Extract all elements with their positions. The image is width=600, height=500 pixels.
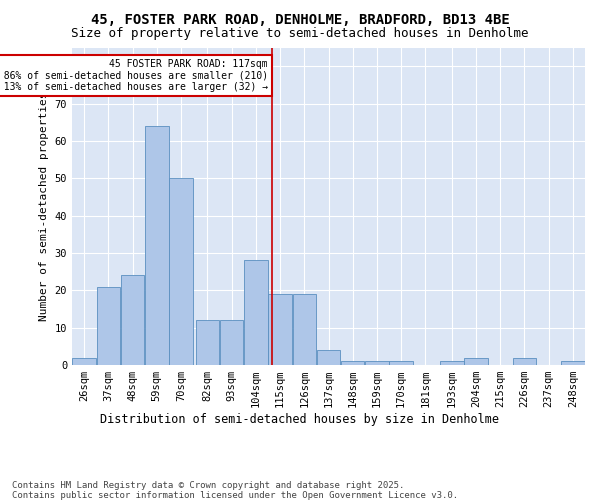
Bar <box>464 358 488 365</box>
Bar <box>121 276 145 365</box>
Y-axis label: Number of semi-detached properties: Number of semi-detached properties <box>39 92 49 321</box>
Text: 45, FOSTER PARK ROAD, DENHOLME, BRADFORD, BD13 4BE: 45, FOSTER PARK ROAD, DENHOLME, BRADFORD… <box>91 12 509 26</box>
Bar <box>293 294 316 365</box>
Bar <box>145 126 169 365</box>
Text: Contains HM Land Registry data © Crown copyright and database right 2025.
Contai: Contains HM Land Registry data © Crown c… <box>12 480 458 500</box>
Bar <box>561 362 584 365</box>
Bar <box>244 260 268 365</box>
Text: Size of property relative to semi-detached houses in Denholme: Size of property relative to semi-detach… <box>71 28 529 40</box>
Bar <box>365 362 389 365</box>
Bar <box>512 358 536 365</box>
Bar <box>196 320 219 365</box>
Bar <box>97 286 120 365</box>
Bar <box>220 320 244 365</box>
Text: 45 FOSTER PARK ROAD: 117sqm
← 86% of semi-detached houses are smaller (210)
  13: 45 FOSTER PARK ROAD: 117sqm ← 86% of sem… <box>0 58 268 92</box>
Bar <box>440 362 464 365</box>
Bar <box>73 358 96 365</box>
Bar <box>317 350 340 365</box>
Bar <box>169 178 193 365</box>
Bar <box>268 294 292 365</box>
Text: Distribution of semi-detached houses by size in Denholme: Distribution of semi-detached houses by … <box>101 412 499 426</box>
Bar <box>341 362 364 365</box>
Bar <box>389 362 413 365</box>
